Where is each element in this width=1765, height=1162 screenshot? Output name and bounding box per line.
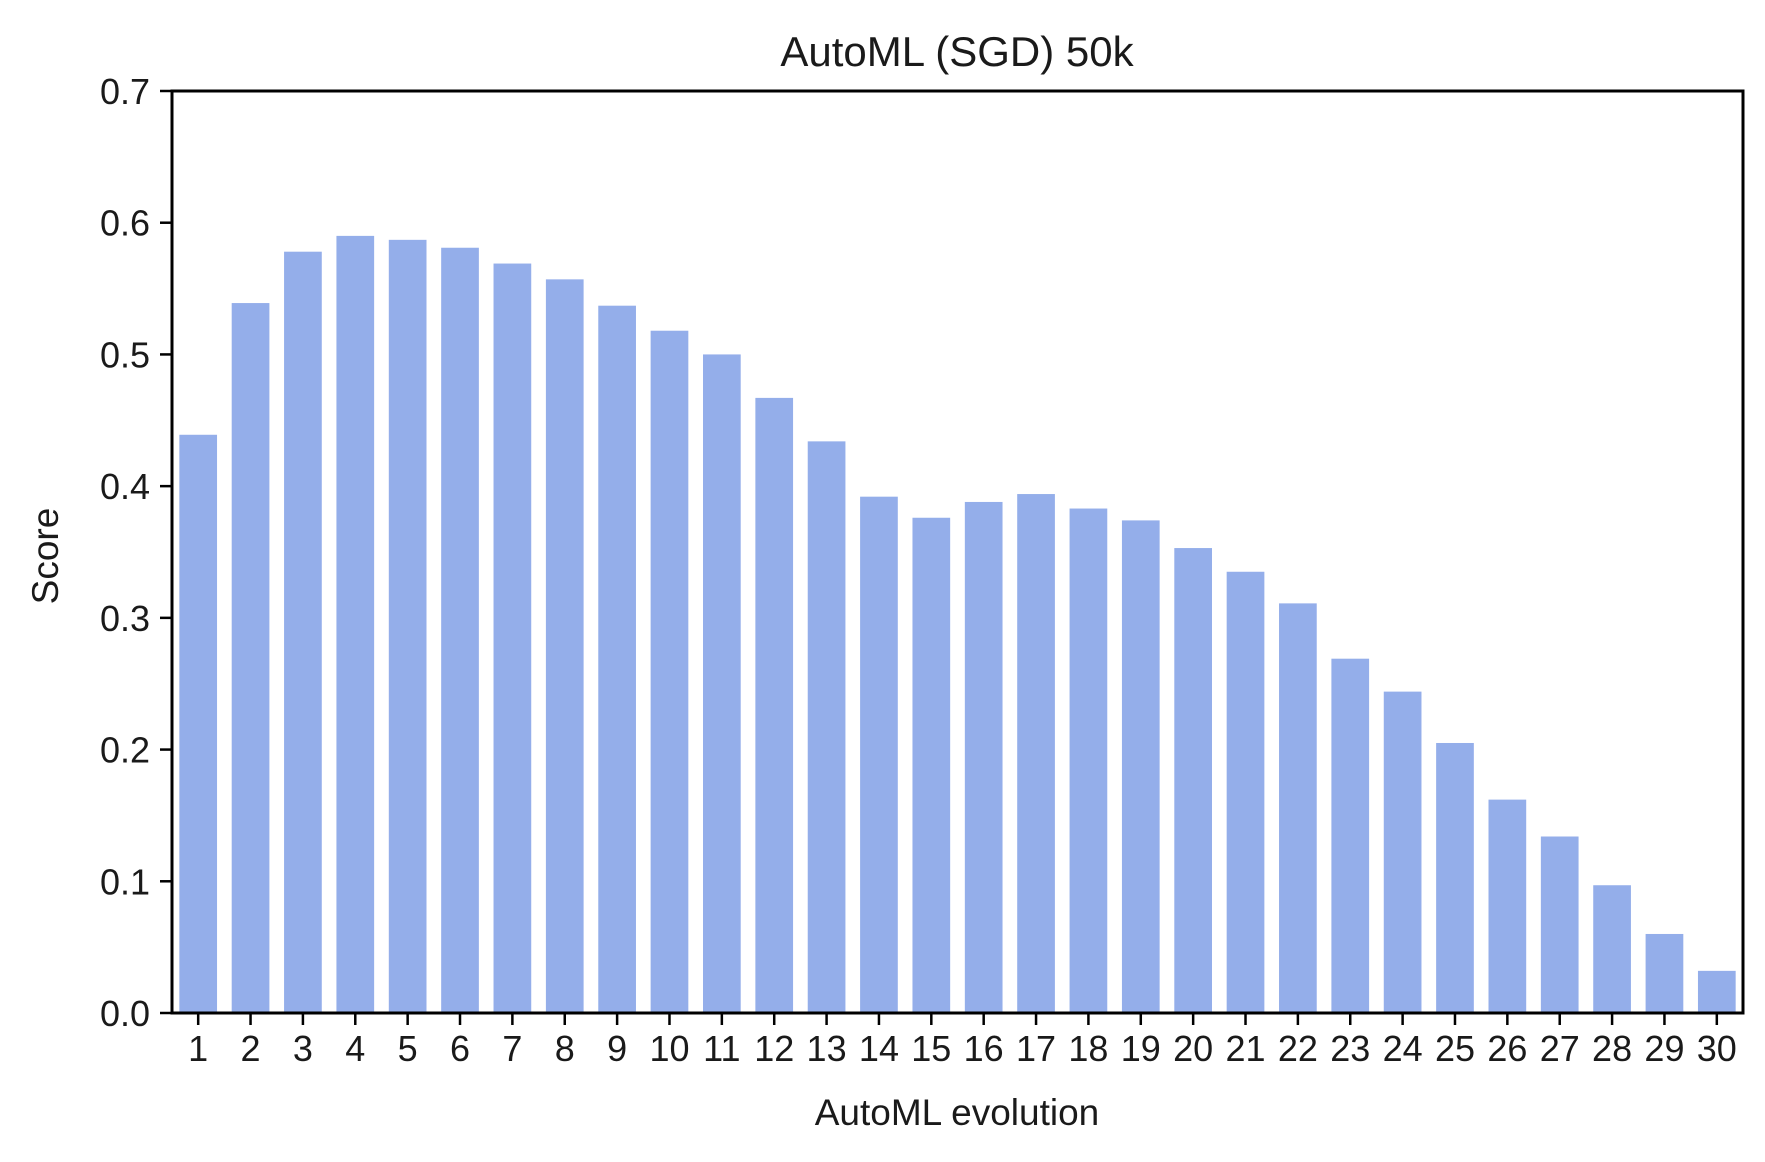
x-tick-label: 20 [1173, 1028, 1213, 1069]
x-tick-label: 11 [703, 1028, 740, 1069]
plot-frame [170, 89, 1745, 1015]
bar-4 [336, 235, 375, 1013]
bar-20 [1174, 548, 1213, 1013]
y-tick-label: 0.2 [100, 730, 150, 771]
bar-27 [1540, 836, 1579, 1013]
bar-21 [1226, 571, 1265, 1013]
x-tick-label: 19 [1121, 1028, 1161, 1069]
bar-10 [650, 330, 689, 1014]
x-tick-label: 5 [398, 1028, 418, 1069]
bar-8 [545, 279, 584, 1013]
x-tick-label: 6 [450, 1028, 470, 1069]
x-tick-label: 10 [649, 1028, 689, 1069]
bar-18 [1069, 508, 1108, 1013]
bar-22 [1279, 603, 1317, 1013]
x-tick-label: 7 [502, 1028, 522, 1069]
bar-16 [964, 501, 1003, 1013]
bar-26 [1488, 799, 1527, 1013]
x-tick-label: 29 [1644, 1028, 1684, 1069]
x-tick-label: 3 [293, 1028, 313, 1069]
x-tick-label: 30 [1697, 1028, 1737, 1069]
bar-19 [1121, 520, 1160, 1013]
bar-23 [1331, 658, 1370, 1013]
y-axis-label: Score [25, 508, 66, 605]
x-tick-label: 13 [807, 1028, 847, 1069]
x-tick-label: 1 [188, 1028, 208, 1069]
y-tick-label: 0.6 [100, 203, 150, 244]
x-tick-label: 27 [1540, 1028, 1580, 1069]
x-tick-label: 15 [911, 1028, 951, 1069]
x-tick-label: 28 [1592, 1028, 1632, 1069]
x-tick-label: 2 [241, 1028, 261, 1069]
x-tick-label: 21 [1225, 1028, 1265, 1069]
x-tick-label: 9 [607, 1028, 627, 1069]
y-tick-label: 0.4 [100, 466, 150, 507]
x-tick-label: 8 [555, 1028, 575, 1069]
bar-17 [1017, 494, 1055, 1013]
bar-28 [1593, 885, 1631, 1013]
y-tick-label: 0.7 [100, 71, 150, 112]
x-axis-label: AutoML evolution [815, 1092, 1100, 1133]
x-tick-label: 12 [754, 1028, 794, 1069]
x-tick-label: 22 [1278, 1028, 1318, 1069]
bars-group [179, 235, 1736, 1014]
y-tick-label: 0.3 [100, 598, 150, 639]
bar-13 [807, 441, 846, 1013]
bar-29 [1645, 933, 1684, 1013]
bar-24 [1383, 691, 1422, 1013]
bar-14 [860, 496, 898, 1013]
y-tick-label: 0.5 [100, 334, 150, 375]
chart-title: AutoML (SGD) 50k [780, 28, 1134, 75]
y-axis: 0.0 0.1 0.2 0.3 0.4 0.5 0.6 0.7 [100, 71, 172, 1034]
bar-2 [231, 303, 270, 1013]
x-tick-label: 14 [859, 1028, 899, 1069]
x-tick-label: 16 [964, 1028, 1004, 1069]
bar-9 [598, 305, 636, 1013]
y-tick-label: 0.1 [100, 861, 150, 902]
x-tick-label: 26 [1487, 1028, 1527, 1069]
x-tick-label: 23 [1330, 1028, 1370, 1069]
bar-7 [493, 263, 532, 1013]
bar-11 [702, 354, 741, 1013]
bar-12 [755, 397, 794, 1013]
bar-5 [388, 239, 427, 1013]
x-tick-label: 17 [1016, 1028, 1056, 1069]
x-tick-label: 18 [1068, 1028, 1108, 1069]
x-axis: 1 2 3 4 5 6 7 8 9 10 11 12 13 14 15 16 17 18 19 20 21 22 23 24 2… [188, 1013, 1737, 1069]
bar-15 [912, 517, 951, 1013]
x-tick-label: 4 [345, 1028, 365, 1069]
bar-3 [284, 251, 322, 1014]
bar-30 [1697, 970, 1736, 1013]
x-tick-label: 25 [1435, 1028, 1475, 1069]
bar-6 [441, 247, 479, 1014]
bar-25 [1436, 742, 1474, 1013]
x-tick-label: 24 [1383, 1028, 1423, 1069]
bar-1 [179, 434, 218, 1013]
y-tick-label: 0.0 [100, 993, 150, 1034]
